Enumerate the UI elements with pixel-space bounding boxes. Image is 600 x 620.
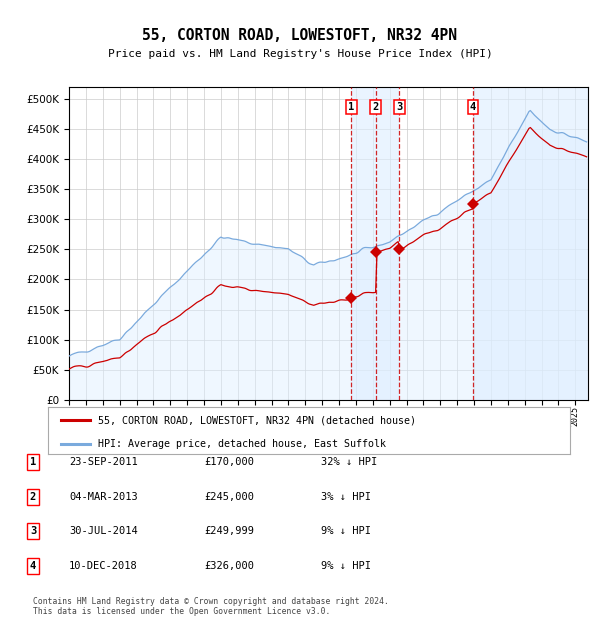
Text: 10-DEC-2018: 10-DEC-2018	[69, 561, 138, 571]
Text: 2: 2	[373, 102, 379, 112]
Text: 4: 4	[30, 561, 36, 571]
Text: Price paid vs. HM Land Registry's House Price Index (HPI): Price paid vs. HM Land Registry's House …	[107, 49, 493, 59]
Text: 1: 1	[348, 102, 355, 112]
Text: 4: 4	[470, 102, 476, 112]
Text: 04-MAR-2013: 04-MAR-2013	[69, 492, 138, 502]
Text: 55, CORTON ROAD, LOWESTOFT, NR32 4PN (detached house): 55, CORTON ROAD, LOWESTOFT, NR32 4PN (de…	[98, 415, 416, 425]
Text: 3: 3	[30, 526, 36, 536]
Text: £170,000: £170,000	[204, 457, 254, 467]
Text: £249,999: £249,999	[204, 526, 254, 536]
Text: HPI: Average price, detached house, East Suffolk: HPI: Average price, detached house, East…	[98, 438, 386, 449]
Text: 9% ↓ HPI: 9% ↓ HPI	[321, 561, 371, 571]
Text: 30-JUL-2014: 30-JUL-2014	[69, 526, 138, 536]
Text: 23-SEP-2011: 23-SEP-2011	[69, 457, 138, 467]
Text: 3% ↓ HPI: 3% ↓ HPI	[321, 492, 371, 502]
Text: 9% ↓ HPI: 9% ↓ HPI	[321, 526, 371, 536]
Text: 1: 1	[30, 457, 36, 467]
Text: £245,000: £245,000	[204, 492, 254, 502]
Text: £326,000: £326,000	[204, 561, 254, 571]
Bar	[352, 87, 400, 400]
Text: 32% ↓ HPI: 32% ↓ HPI	[321, 457, 377, 467]
Text: 55, CORTON ROAD, LOWESTOFT, NR32 4PN: 55, CORTON ROAD, LOWESTOFT, NR32 4PN	[143, 29, 458, 43]
Text: 3: 3	[397, 102, 403, 112]
Bar	[473, 87, 588, 400]
Text: This data is licensed under the Open Government Licence v3.0.: This data is licensed under the Open Gov…	[33, 607, 331, 616]
Text: 2: 2	[30, 492, 36, 502]
Text: Contains HM Land Registry data © Crown copyright and database right 2024.: Contains HM Land Registry data © Crown c…	[33, 597, 389, 606]
